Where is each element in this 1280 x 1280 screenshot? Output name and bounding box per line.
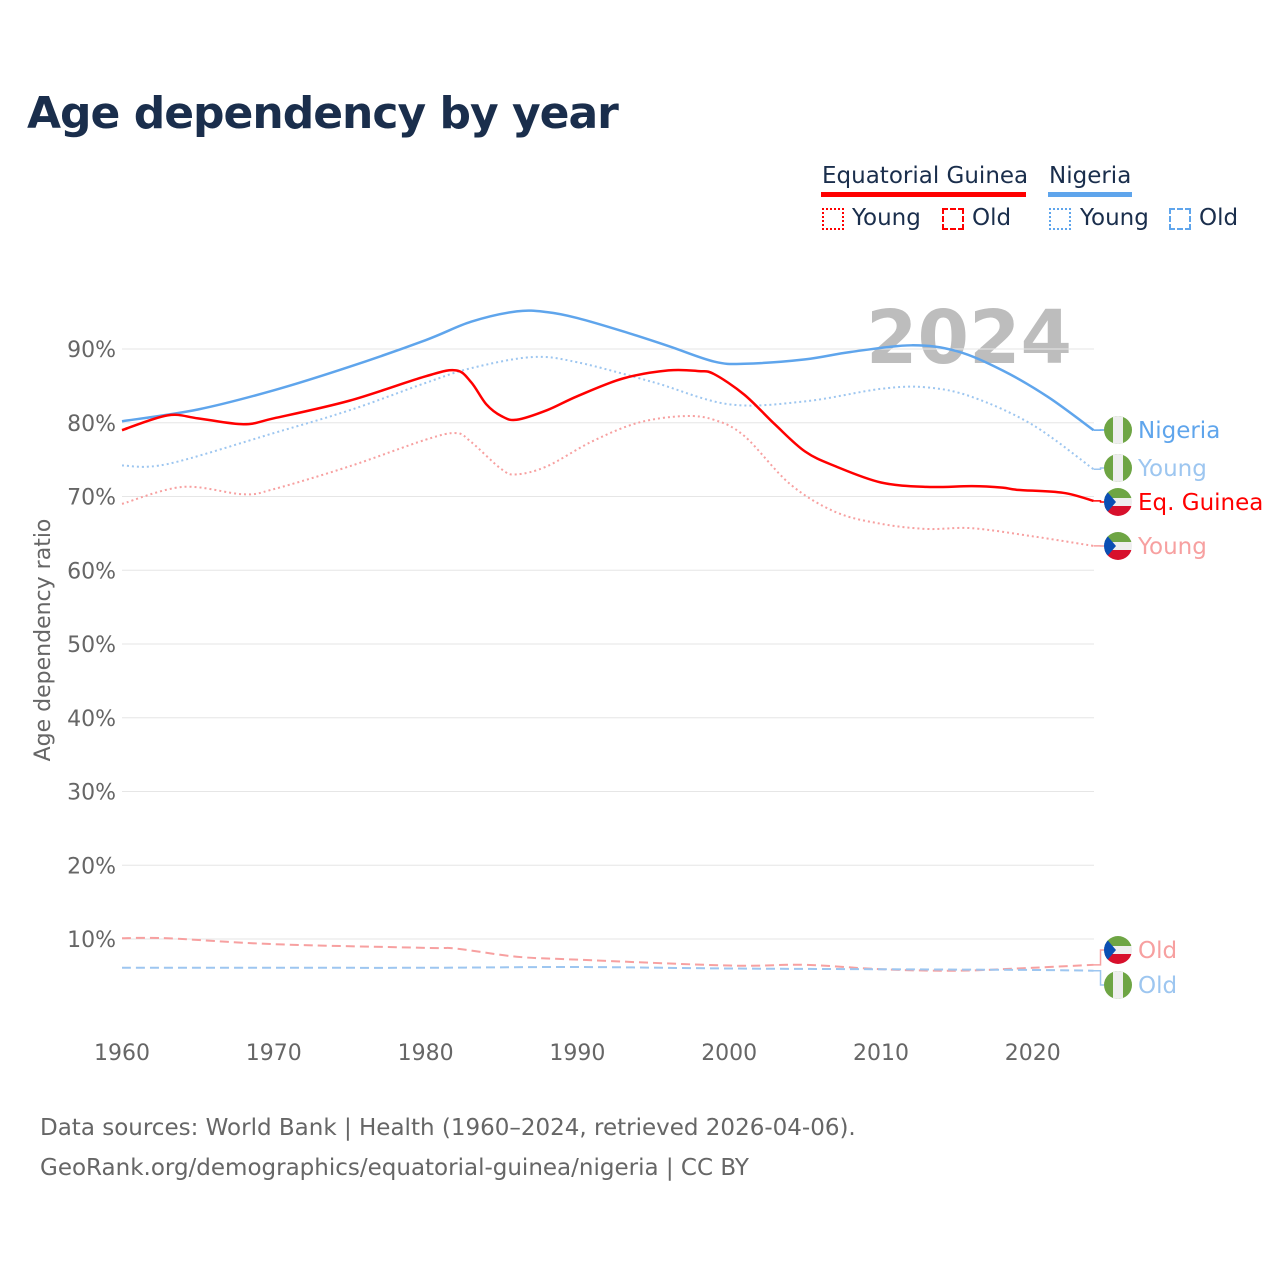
label-connector bbox=[1093, 467, 1104, 470]
legend-ng-young[interactable]: Young bbox=[1080, 205, 1149, 231]
y-tick-label: 60% bbox=[67, 559, 116, 584]
source-note: Data sources: World Bank | Health (1960–… bbox=[40, 1108, 856, 1188]
label-connector bbox=[1093, 500, 1104, 503]
y-tick-label: 50% bbox=[67, 633, 116, 658]
chart-title: Age dependency by year bbox=[27, 88, 619, 139]
x-tick-label: 2020 bbox=[1005, 1041, 1061, 1066]
series-end-label: Nigeria bbox=[1138, 418, 1220, 444]
legend-eg-old[interactable]: Old bbox=[972, 205, 1012, 231]
year-watermark: 2024 bbox=[866, 295, 1072, 381]
legend-eg-old-swatch bbox=[942, 208, 964, 230]
legend-ng-old-swatch bbox=[1169, 208, 1191, 230]
y-axis-label: Age dependency ratio bbox=[31, 519, 56, 762]
nigeria-flag-icon bbox=[1104, 971, 1132, 999]
nigeria-flag-icon bbox=[1104, 416, 1132, 444]
equatorial-guinea-flag-icon bbox=[1104, 936, 1132, 964]
y-tick-label: 90% bbox=[67, 338, 116, 363]
y-tick-label: 20% bbox=[67, 854, 116, 879]
legend-nigeria[interactable]: Nigeria bbox=[1049, 163, 1132, 189]
series-end-label: Old bbox=[1138, 973, 1177, 999]
series-end-label: Young bbox=[1137, 456, 1207, 482]
legend-eg-young-swatch bbox=[822, 208, 844, 230]
x-tick-label: 2010 bbox=[853, 1041, 909, 1066]
x-tick-label: 1970 bbox=[246, 1041, 302, 1066]
legend-eg-line bbox=[821, 192, 1026, 197]
y-tick-label: 30% bbox=[67, 781, 116, 806]
series-end-label: Eq. Guinea bbox=[1138, 490, 1263, 516]
y-tick-label: 70% bbox=[67, 486, 116, 511]
y-tick-label: 40% bbox=[67, 707, 116, 732]
source-line-1: Data sources: World Bank | Health (1960–… bbox=[40, 1115, 856, 1141]
series-end-label: Young bbox=[1137, 534, 1207, 560]
series-end-label: Old bbox=[1138, 938, 1177, 964]
series-line-nigeria-old[interactable] bbox=[122, 966, 1094, 972]
nigeria-flag-icon bbox=[1104, 454, 1132, 482]
y-tick-label: 80% bbox=[67, 412, 116, 437]
legend-eg-young[interactable]: Young bbox=[852, 205, 921, 231]
x-tick-label: 2000 bbox=[701, 1041, 757, 1066]
equatorial-guinea-flag-icon bbox=[1104, 532, 1132, 560]
legend-ng-old[interactable]: Old bbox=[1199, 205, 1239, 231]
legend-equatorial-guinea[interactable]: Equatorial Guinea bbox=[822, 163, 1029, 189]
series-line-nigeria-young[interactable] bbox=[121, 355, 1095, 471]
source-line-2[interactable]: GeoRank.org/demographics/equatorial-guin… bbox=[40, 1155, 749, 1181]
series-line-equatorial-guinea-young[interactable] bbox=[121, 414, 1094, 547]
series-line-equatorial-guinea-old[interactable] bbox=[121, 936, 1094, 972]
label-connector bbox=[1093, 949, 1104, 966]
legend-ng-line bbox=[1048, 192, 1132, 197]
series-line-nigeria[interactable] bbox=[121, 309, 1095, 432]
x-tick-label: 1980 bbox=[398, 1041, 454, 1066]
x-tick-label: 1960 bbox=[94, 1041, 150, 1066]
legend-ng-young-swatch bbox=[1049, 208, 1071, 230]
y-tick-label: 10% bbox=[67, 928, 116, 953]
equatorial-guinea-flag-icon bbox=[1104, 488, 1132, 516]
x-tick-label: 1990 bbox=[549, 1041, 605, 1066]
series-line-equatorial-guinea[interactable] bbox=[121, 368, 1094, 503]
label-connector bbox=[1093, 969, 1104, 986]
line-chart: 2024 10% 20% 30% 40% 50% 60% 70% 80% 90% 1960 1970 1… bbox=[31, 295, 1263, 1066]
